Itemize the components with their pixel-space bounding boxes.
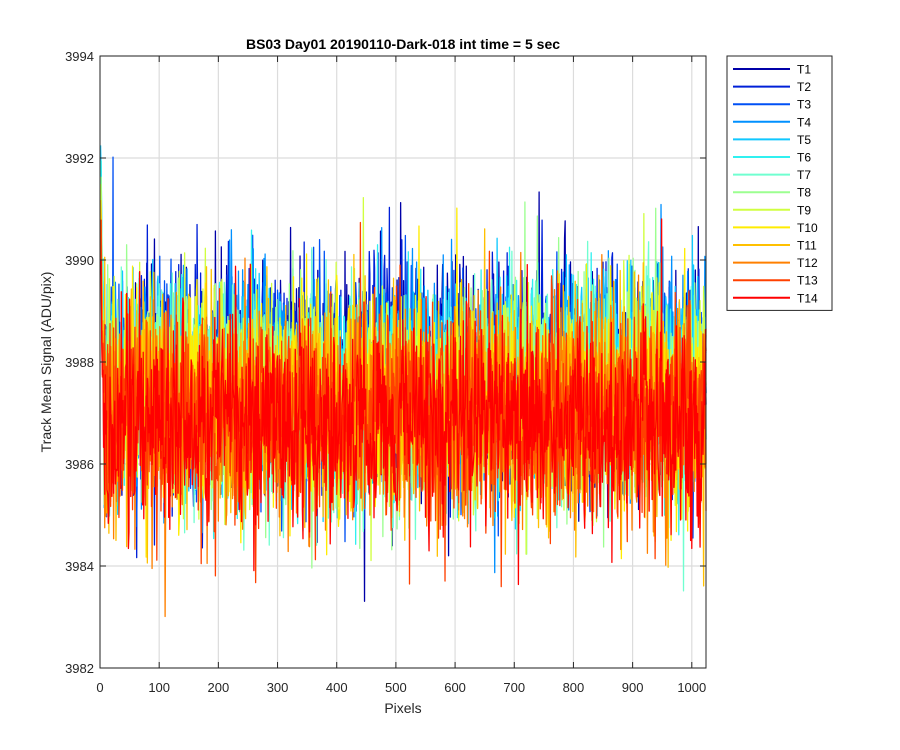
- x-axis-label: Pixels: [384, 700, 421, 716]
- legend-label: T3: [797, 98, 811, 112]
- y-tick-label: 3984: [65, 559, 94, 574]
- y-tick-label: 3990: [65, 253, 94, 268]
- x-tick-label: 900: [622, 680, 644, 695]
- y-tick-label: 3982: [65, 661, 94, 676]
- x-tick-label: 200: [208, 680, 230, 695]
- y-tick-label: 3986: [65, 457, 94, 472]
- x-tick-label: 300: [267, 680, 289, 695]
- legend-label: T11: [797, 239, 817, 253]
- x-tick-label: 100: [148, 680, 170, 695]
- x-tick-label: 500: [385, 680, 407, 695]
- legend-label: T10: [797, 221, 818, 235]
- series-lines: [99, 145, 707, 618]
- y-tick-label: 3992: [65, 151, 94, 166]
- legend-label: T12: [797, 256, 818, 270]
- legend-label: T7: [797, 168, 811, 182]
- series-line-t14: [99, 218, 707, 586]
- legend-label: T6: [797, 151, 811, 165]
- legend: T1 T2 T3 T4 T5 T6 T7 T8 T9 T10 T11 T12 T13 T14: [726, 55, 833, 311]
- chart-title: BS03 Day01 20190110-Dark-018 int time = …: [246, 36, 560, 52]
- x-tick-label: 1000: [677, 680, 706, 695]
- x-tick-label: 400: [326, 680, 348, 695]
- x-tick-label: 0: [96, 680, 103, 695]
- x-tick-label: 700: [503, 680, 525, 695]
- y-axis-label: Track Mean Signal (ADU/pix): [38, 272, 54, 453]
- legend-label: T8: [797, 186, 811, 200]
- legend-label: T9: [797, 203, 811, 217]
- axis-ticks: 0 100 200 300 400 500 600 700 800 900 1000 3982 3984…: [65, 49, 706, 695]
- legend-label: T5: [797, 133, 811, 147]
- y-tick-label: 3994: [65, 49, 94, 64]
- x-tick-label: 800: [563, 680, 585, 695]
- legend-label: T1: [797, 63, 811, 77]
- legend-label: T4: [797, 115, 811, 129]
- x-tick-label: 600: [444, 680, 466, 695]
- legend-box: [726, 55, 833, 311]
- legend-label: T13: [797, 274, 818, 288]
- legend-label: T2: [797, 80, 811, 94]
- legend-label: T14: [797, 291, 818, 305]
- y-tick-label: 3988: [65, 355, 94, 370]
